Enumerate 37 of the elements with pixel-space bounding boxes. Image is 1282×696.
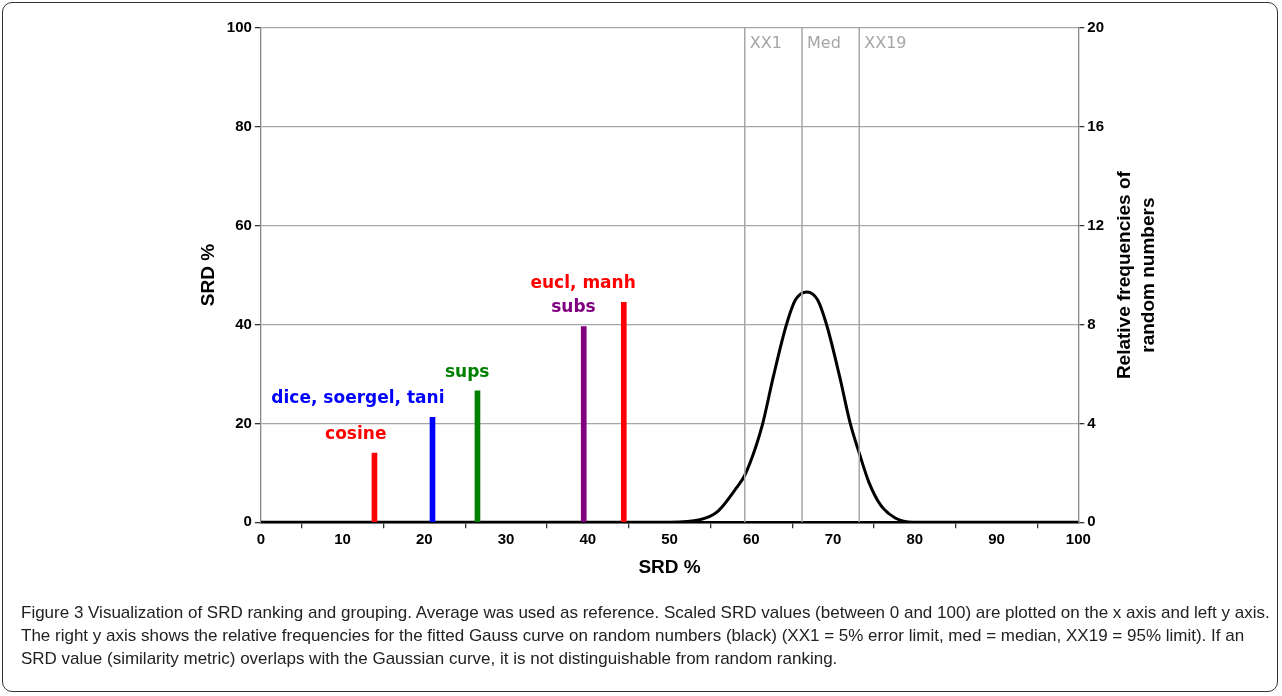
caption: Figure 3 Visualization of SRD ranking and grouping. Average was used as reference. Scaled SRD values (between 0 and 100) are plotted on the x axis and left y axis. The right y axis shows the relative frequencies for the fitted Gauss curve on random numbers (black) (XX1 = 5% error limit, med = median, XX19 = 95% limit). If an SRD value (similarity metric) overlaps with the Gaussian curve, it is not distinguishable from random ranking. <box>21 602 1271 670</box>
y2-tick-label: 0 <box>1087 512 1096 530</box>
x-tick-label: 100 <box>1065 530 1091 548</box>
x-tick-label: 60 <box>742 530 760 548</box>
y2-tick-label: 12 <box>1087 215 1104 233</box>
bar <box>580 326 587 522</box>
series-label: subs <box>551 296 596 317</box>
y2-tick-label: 4 <box>1087 413 1097 431</box>
y-tick-label: 60 <box>235 215 252 233</box>
series-label: cosine <box>325 422 387 443</box>
x-tick-label: 20 <box>415 530 433 548</box>
series-label: dice, soergel, tani <box>271 387 445 408</box>
y-axis-title: SRD % <box>196 243 218 307</box>
bar <box>620 301 627 522</box>
x-tick-label: 10 <box>334 530 351 548</box>
y-tick-label: 80 <box>235 116 252 134</box>
y-tick-label: 20 <box>235 413 252 431</box>
x-tick-label: 90 <box>988 530 1005 548</box>
y-tick-label: 0 <box>243 512 252 530</box>
ref-line-label: XX1 <box>749 33 782 53</box>
x-tick-label: 80 <box>906 530 924 548</box>
ref-line-label: Med <box>807 33 841 53</box>
series-label: sups <box>444 360 490 381</box>
y2-axis-title: Relative frequencies of random numbers <box>1113 170 1159 380</box>
ref-line-label: XX19 <box>864 33 907 53</box>
series-label: eucl, manh <box>530 272 636 293</box>
x-tick-label: 70 <box>824 530 842 548</box>
x-tick-label: 0 <box>256 530 265 548</box>
x-tick-label: 50 <box>661 530 678 548</box>
x-tick-label: 30 <box>497 530 515 548</box>
y-tick-label: 100 <box>226 18 252 36</box>
x-axis-title: SRD % <box>638 555 701 577</box>
x-tick-label: 40 <box>579 530 597 548</box>
y2-tick-label: 8 <box>1087 314 1096 332</box>
y-tick-label: 40 <box>235 314 252 332</box>
y2-tick-label: 20 <box>1087 18 1104 36</box>
y2-tick-label: 16 <box>1087 116 1104 134</box>
